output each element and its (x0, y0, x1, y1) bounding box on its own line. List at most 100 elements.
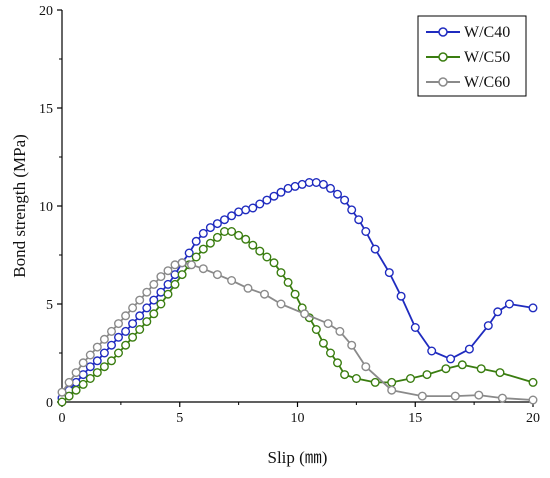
data-point-wc50 (311, 325, 321, 335)
data-point-wc40 (528, 303, 538, 313)
data-point-wc60 (323, 319, 333, 329)
data-point-wc60 (417, 391, 427, 401)
data-point-wc40 (113, 332, 123, 342)
series-wc60 (57, 258, 538, 405)
data-point-wc50 (170, 279, 180, 289)
data-point-wc40 (340, 195, 350, 205)
data-point-wc50 (234, 230, 244, 240)
data-point-wc50 (71, 385, 81, 395)
data-point-wc40 (347, 205, 357, 215)
data-point-wc50 (142, 317, 152, 327)
legend-marker-wc60 (438, 77, 448, 87)
data-point-wc40 (262, 195, 272, 205)
data-point-wc50 (241, 234, 251, 244)
y-tick-label: 0 (46, 396, 53, 411)
x-tick-label: 0 (59, 411, 66, 426)
x-tick-label: 20 (526, 411, 540, 426)
data-point-wc40 (504, 299, 514, 309)
data-point-wc50 (85, 374, 95, 384)
series-line-wc50 (61, 230, 534, 403)
legend-label-wc40: W/C40 (464, 24, 510, 41)
data-point-wc40 (493, 307, 503, 317)
data-point-wc60 (99, 334, 109, 344)
data-point-wc40 (149, 295, 159, 305)
data-point-wc50 (121, 340, 131, 350)
data-point-wc50 (205, 238, 215, 248)
data-point-wc50 (113, 348, 123, 358)
data-point-wc50 (212, 232, 222, 242)
data-point-wc40 (276, 187, 286, 197)
data-point-wc50 (156, 299, 166, 309)
data-point-wc50 (318, 338, 328, 348)
data-point-wc40 (219, 215, 229, 225)
x-tick-label: 15 (408, 411, 422, 426)
data-point-wc40 (212, 219, 222, 229)
legend-item-wc50: W/C50 (426, 49, 510, 66)
data-point-wc60 (142, 287, 152, 297)
data-point-wc50 (457, 360, 467, 370)
legend-label-wc50: W/C50 (464, 49, 510, 66)
data-point-wc60 (85, 350, 95, 360)
data-point-wc40 (128, 319, 138, 329)
data-point-wc60 (212, 270, 222, 280)
data-point-wc60 (497, 393, 507, 403)
data-point-wc60 (156, 272, 166, 282)
x-tick-label: 5 (176, 411, 183, 426)
data-point-wc50 (177, 270, 187, 280)
data-point-wc50 (495, 368, 505, 378)
data-point-wc50 (276, 268, 286, 278)
data-point-wc50 (340, 370, 350, 380)
x-tick-label: 10 (291, 411, 305, 426)
data-point-wc60 (149, 279, 159, 289)
y-axis-title: Bond strength (MPa) (10, 134, 29, 278)
data-point-wc60 (260, 289, 270, 299)
data-point-wc50 (476, 364, 486, 374)
legend-label-wc60: W/C60 (464, 74, 510, 91)
data-point-wc60 (128, 303, 138, 313)
data-point-wc50 (351, 374, 361, 384)
data-point-wc60 (186, 260, 196, 270)
data-point-wc40 (361, 226, 371, 236)
data-point-wc50 (128, 332, 138, 342)
data-point-wc40 (384, 268, 394, 278)
data-point-wc50 (248, 240, 258, 250)
data-point-wc50 (99, 362, 109, 372)
data-point-wc40 (410, 323, 420, 333)
data-point-wc60 (276, 299, 286, 309)
data-point-wc40 (241, 205, 251, 215)
data-point-wc40 (191, 236, 201, 246)
data-point-wc60 (347, 340, 357, 350)
data-point-wc40 (370, 244, 380, 254)
legend-item-wc40: W/C40 (426, 24, 510, 41)
y-tick-label: 10 (39, 200, 53, 215)
data-point-wc50 (198, 244, 208, 254)
data-point-wc60 (71, 368, 81, 378)
data-point-wc60 (450, 391, 460, 401)
data-point-wc40 (135, 311, 145, 321)
y-tick-label: 15 (39, 102, 53, 117)
data-point-wc60 (135, 295, 145, 305)
data-point-wc60 (106, 326, 116, 336)
data-point-wc40 (427, 346, 437, 356)
data-point-wc40 (142, 303, 152, 313)
data-point-wc50 (57, 397, 67, 407)
data-point-wc60 (78, 358, 88, 368)
legend-item-wc60: W/C60 (426, 74, 510, 91)
data-point-wc40 (106, 340, 116, 350)
data-point-wc40 (198, 228, 208, 238)
data-point-wc50 (406, 374, 416, 384)
legend-marker-wc40 (438, 27, 448, 37)
data-point-wc40 (354, 215, 364, 225)
data-point-wc50 (370, 377, 380, 387)
y-tick-label: 20 (39, 4, 53, 19)
data-point-wc60 (300, 309, 310, 319)
data-point-wc50 (290, 289, 300, 299)
data-point-wc60 (121, 311, 131, 321)
data-point-wc60 (243, 283, 253, 293)
data-point-wc40 (255, 199, 265, 209)
data-point-wc60 (64, 377, 74, 387)
data-point-wc50 (387, 377, 397, 387)
data-point-wc60 (177, 258, 187, 268)
data-point-wc50 (326, 348, 336, 358)
data-point-wc60 (361, 362, 371, 372)
